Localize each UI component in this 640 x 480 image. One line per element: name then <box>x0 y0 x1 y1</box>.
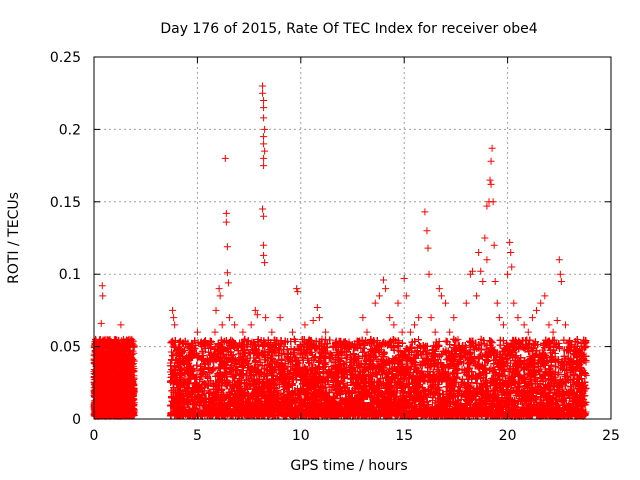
grid-lines <box>94 57 611 419</box>
data-points <box>90 82 590 420</box>
